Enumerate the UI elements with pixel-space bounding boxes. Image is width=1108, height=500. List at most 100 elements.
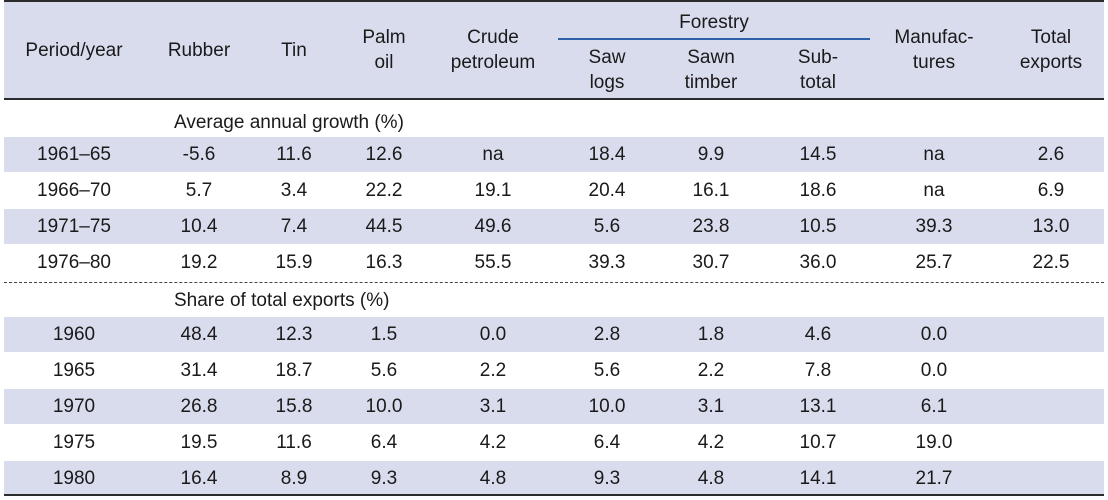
cell-total-exports <box>998 389 1104 424</box>
cell-total-exports: 22.5 <box>1032 252 1070 273</box>
cell-sawn-timber: 30.7 <box>692 252 730 273</box>
cell-manufactures: 21.7 <box>915 468 953 489</box>
cell-rubber: 19.2 <box>180 252 218 273</box>
cell-sawn-timber: 23.8 <box>692 216 730 237</box>
cell-rubber: 5.7 <box>185 180 213 201</box>
cell-subtotal: 10.7 <box>799 432 837 453</box>
cell-rubber: -5.6 <box>182 144 216 165</box>
table-row <box>4 389 1104 424</box>
cell-palm-oil: 12.6 <box>365 144 403 165</box>
cell-crude-petroleum: 2.2 <box>479 360 507 381</box>
cell-saw-logs: 10.0 <box>588 396 626 417</box>
cell-total-exports <box>998 425 1104 460</box>
cell-subtotal: 13.1 <box>799 396 837 417</box>
cell-palm-oil: 1.5 <box>370 324 398 345</box>
cell-subtotal: 18.6 <box>799 180 837 201</box>
cell-manufactures: 19.0 <box>915 432 953 453</box>
cell-manufactures: na <box>923 144 945 165</box>
bottom-rule <box>4 494 1104 496</box>
cell-crude-petroleum: 4.8 <box>479 468 507 489</box>
cell-tin: 15.9 <box>275 252 313 273</box>
table-row <box>4 317 1104 352</box>
forestry-rule <box>558 38 870 40</box>
header-forestry: Forestry <box>679 11 749 33</box>
cell-period: 1966–70 <box>37 180 111 201</box>
cell-subtotal: 14.1 <box>799 468 837 489</box>
cell-tin: 7.4 <box>280 216 308 237</box>
cell-manufactures: 25.7 <box>915 252 953 273</box>
cell-palm-oil: 22.2 <box>365 180 403 201</box>
cell-palm-oil: 6.4 <box>370 432 398 453</box>
cell-total-exports <box>998 317 1104 352</box>
cell-rubber: 48.4 <box>180 324 218 345</box>
cell-palm-oil: 16.3 <box>365 252 403 273</box>
cell-total-exports: 6.9 <box>1037 180 1065 201</box>
cell-subtotal: 36.0 <box>799 252 837 273</box>
cell-period: 1961–65 <box>37 144 111 165</box>
header-palm-oil: Palm oil <box>362 27 406 73</box>
header-saw-logs: Saw logs <box>588 47 626 93</box>
cell-tin: 3.4 <box>280 180 308 201</box>
cell-tin: 8.9 <box>280 468 308 489</box>
top-rule <box>4 0 1104 2</box>
cell-manufactures: na <box>923 180 945 201</box>
cell-rubber: 10.4 <box>180 216 218 237</box>
cell-manufactures: 39.3 <box>915 216 953 237</box>
cell-palm-oil: 9.3 <box>370 468 398 489</box>
cell-palm-oil: 10.0 <box>365 396 403 417</box>
cell-rubber: 19.5 <box>180 432 218 453</box>
header-sawn-timber: Sawn timber <box>684 47 738 93</box>
cell-manufactures: 0.0 <box>920 360 948 381</box>
cell-saw-logs: 9.3 <box>593 468 621 489</box>
cell-total-exports <box>998 353 1104 388</box>
header-subtotal: Sub-total <box>797 47 839 93</box>
cell-saw-logs: 2.8 <box>593 324 621 345</box>
cell-sawn-timber: 3.1 <box>697 396 725 417</box>
cell-rubber: 31.4 <box>180 360 218 381</box>
cell-subtotal: 7.8 <box>804 360 832 381</box>
cell-sawn-timber: 2.2 <box>697 360 725 381</box>
cell-saw-logs: 5.6 <box>593 216 621 237</box>
header-total-exports: Total exports <box>1019 27 1083 73</box>
cell-total-exports <box>998 461 1104 496</box>
cell-manufactures: 0.0 <box>920 324 948 345</box>
cell-saw-logs: 5.6 <box>593 360 621 381</box>
cell-tin: 18.7 <box>275 360 313 381</box>
cell-total-exports: 2.6 <box>1037 144 1065 165</box>
cell-period: 1970 <box>52 396 96 417</box>
header-tin: Tin <box>281 39 307 61</box>
cell-subtotal: 14.5 <box>799 144 837 165</box>
cell-saw-logs: 20.4 <box>588 180 626 201</box>
cell-sawn-timber: 4.2 <box>697 432 725 453</box>
cell-tin: 11.6 <box>276 144 312 165</box>
cell-sawn-timber: 4.8 <box>697 468 725 489</box>
cell-palm-oil: 44.5 <box>365 216 403 237</box>
header-manufactures: Manufac-tures <box>894 27 974 73</box>
cell-period: 1976–80 <box>37 252 111 273</box>
cell-sawn-timber: 9.9 <box>697 144 725 165</box>
cell-sawn-timber: 16.1 <box>692 180 730 201</box>
cell-period: 1980 <box>52 468 96 489</box>
cell-crude-petroleum: 3.1 <box>479 396 507 417</box>
cell-rubber: 26.8 <box>180 396 218 417</box>
table-row <box>4 137 1104 172</box>
header-rule <box>4 98 1104 100</box>
cell-tin: 15.8 <box>275 396 313 417</box>
cell-tin: 11.6 <box>276 432 312 453</box>
cell-crude-petroleum: 49.6 <box>474 216 512 237</box>
cell-period: 1975 <box>52 432 96 453</box>
cell-tin: 12.3 <box>275 324 313 345</box>
cell-crude-petroleum: 4.2 <box>479 432 507 453</box>
cell-subtotal: 10.5 <box>799 216 837 237</box>
cell-manufactures: 6.1 <box>920 396 948 417</box>
cell-total-exports: 13.0 <box>1032 216 1070 237</box>
cell-subtotal: 4.6 <box>804 324 832 345</box>
cell-crude-petroleum: 19.1 <box>474 180 512 201</box>
header-crude-petroleum: Crude petroleum <box>450 27 536 73</box>
cell-period: 1960 <box>52 324 96 345</box>
section-growth-label: Average annual growth (%) <box>174 112 404 133</box>
cell-period: 1971–75 <box>37 216 111 237</box>
cell-saw-logs: 39.3 <box>588 252 626 273</box>
cell-saw-logs: 18.4 <box>588 144 626 165</box>
